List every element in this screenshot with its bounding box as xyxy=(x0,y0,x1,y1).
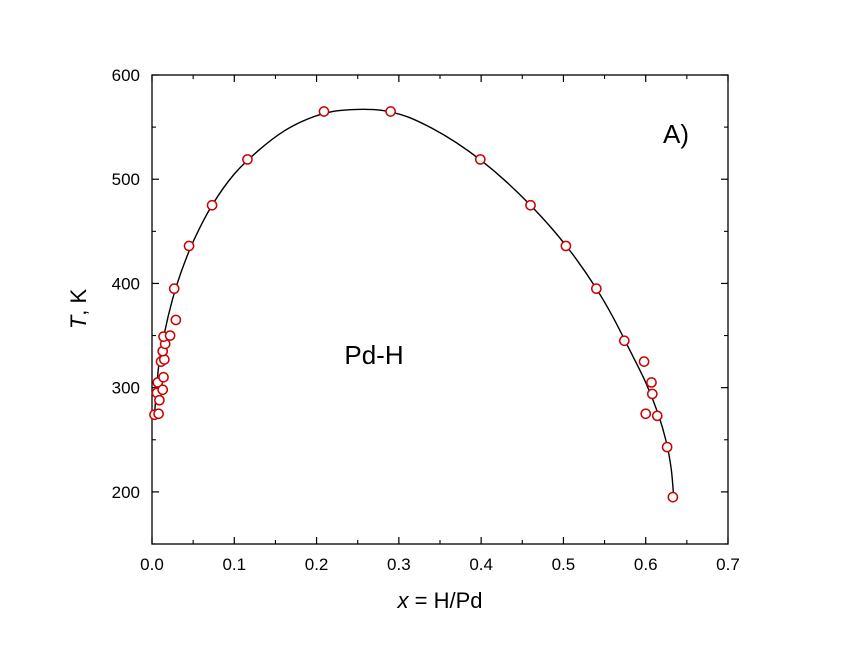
data-point xyxy=(153,408,164,420)
y-axis-var: T xyxy=(66,314,91,329)
y-tick-label: 400 xyxy=(112,274,140,293)
data-point xyxy=(651,410,663,422)
data-point xyxy=(667,491,679,503)
y-tick-label: 200 xyxy=(112,483,140,502)
data-point xyxy=(385,106,396,117)
x-axis-title: x = H/Pd xyxy=(397,588,483,613)
data-point xyxy=(640,408,652,420)
y-tick-label: 600 xyxy=(112,66,140,85)
data-point xyxy=(170,314,182,326)
annotation-pd-h: Pd-H xyxy=(344,340,403,370)
x-tick-label: 0.7 xyxy=(716,555,740,574)
data-point xyxy=(183,240,195,252)
tick-labels: 0.0 0.1 0.2 0.3 0.4 0.5 0.6 0.7 200 300 400 500 600 xyxy=(112,66,740,574)
y-axis-rest: , K xyxy=(66,289,91,316)
data-point xyxy=(158,371,169,383)
data-point xyxy=(618,335,630,347)
x-tick-label: 0.5 xyxy=(552,555,576,574)
plot-frame xyxy=(151,74,729,545)
x-tick-label: 0.4 xyxy=(469,555,493,574)
data-point xyxy=(154,394,165,406)
data-points xyxy=(149,106,679,503)
x-tick-label: 0.6 xyxy=(634,555,658,574)
data-point xyxy=(646,377,657,388)
fit-curve xyxy=(153,108,675,498)
y-axis-title: T, K xyxy=(66,289,91,330)
data-point xyxy=(638,356,650,367)
data-point xyxy=(318,106,330,117)
x-tick-label: 0.1 xyxy=(222,555,246,574)
data-point xyxy=(560,240,572,252)
data-point xyxy=(164,330,176,341)
x-axis-rest: = H/Pd xyxy=(409,588,483,613)
data-point xyxy=(168,283,180,295)
annotation-a: A) xyxy=(663,119,689,149)
x-tick-label: 0.2 xyxy=(305,555,329,574)
data-point xyxy=(661,441,673,453)
data-point xyxy=(157,384,169,396)
x-tick-label: 0.3 xyxy=(387,555,411,574)
x-axis-var: x xyxy=(397,588,410,613)
data-point xyxy=(474,154,486,165)
axis-ticks xyxy=(151,74,729,545)
x-tick-label: 0.0 xyxy=(140,555,164,574)
data-point xyxy=(158,354,170,365)
data-point xyxy=(242,154,253,165)
y-tick-label: 500 xyxy=(112,170,140,189)
data-point xyxy=(590,283,602,295)
data-point xyxy=(206,199,218,211)
data-point xyxy=(525,199,536,211)
data-point xyxy=(646,388,658,400)
y-tick-label: 300 xyxy=(112,379,140,398)
